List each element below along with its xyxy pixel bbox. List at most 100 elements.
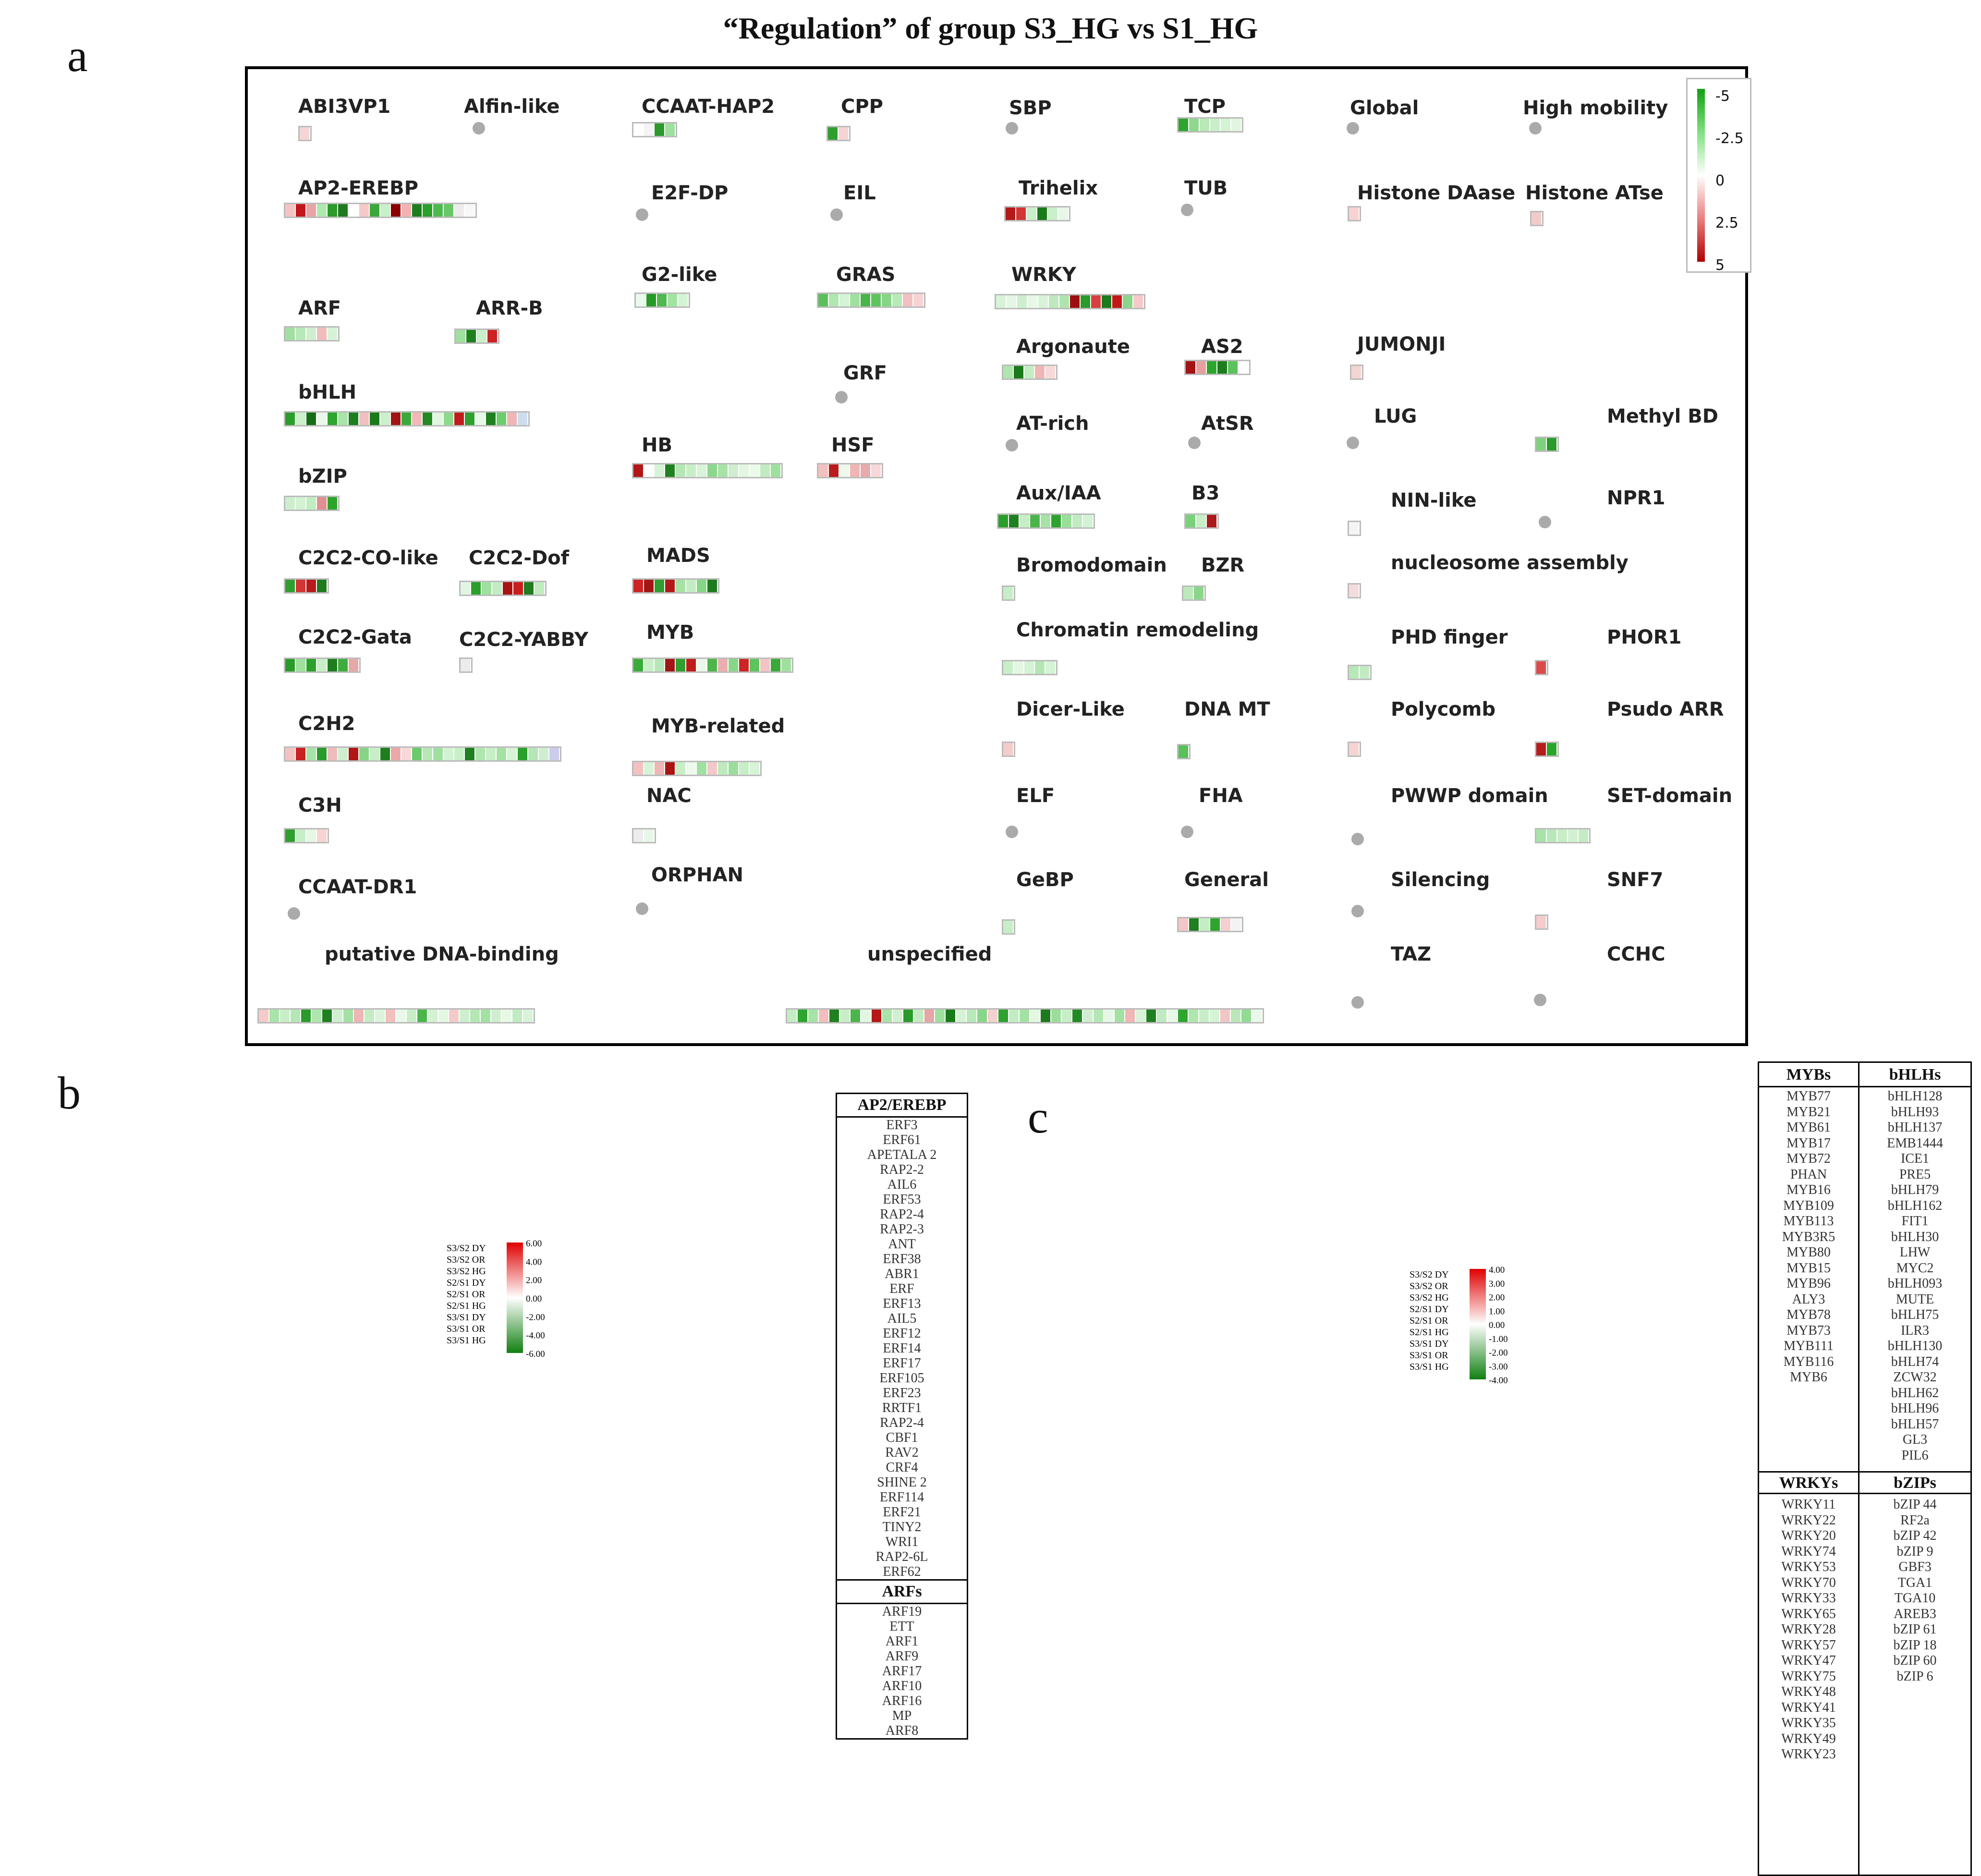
expression-cell: [676, 464, 686, 477]
expression-cell: [300, 127, 310, 140]
family-expression-strip: [1002, 660, 1057, 675]
expression-cell: [1024, 661, 1035, 674]
expression-cell: [296, 204, 306, 217]
list-item: ERF3: [886, 1118, 918, 1133]
expression-cell: [1207, 361, 1217, 374]
list-item: TINY2: [882, 1520, 922, 1535]
family-label: C2C2-Gata: [298, 626, 412, 648]
expression-cell: [296, 748, 306, 760]
empty-family-dot: [1006, 122, 1018, 134]
family-expression-strip: [1004, 206, 1070, 221]
expression-cell: [1020, 515, 1030, 527]
bhlh-column: bHLHs bHLH128 bHLH93 bHLH137 EMB1444 ICE1 PRE…: [1859, 1066, 1970, 1463]
expression-cell: [750, 464, 760, 477]
expression-cell: [739, 659, 750, 671]
list-item: bHLH30: [1891, 1229, 1939, 1244]
expression-cell: [1183, 587, 1194, 599]
expression-cell: [328, 413, 338, 425]
expression-cell: [359, 413, 370, 425]
expression-cell: [967, 1010, 977, 1022]
empty-family-dot: [1347, 122, 1359, 134]
expression-cell: [633, 580, 644, 592]
expression-cell: [924, 1010, 935, 1022]
expression-cell: [1221, 119, 1231, 131]
list-item: WRKY47: [1781, 1653, 1836, 1668]
expression-cell: [655, 123, 665, 136]
expression-cell: [477, 330, 487, 342]
figure-title: “Regulation” of group S3_HG vs S1_HG: [723, 11, 1258, 45]
family-expression-strip: [1177, 917, 1243, 932]
empty-family-dot: [1347, 437, 1359, 449]
list-item: ERF53: [883, 1192, 921, 1207]
expression-cell: [739, 464, 750, 477]
family-expression-strip: [298, 126, 312, 141]
expression-cell: [461, 582, 471, 595]
expression-cell: [686, 580, 697, 592]
legend-row-label: S2/S1 OR: [447, 1289, 486, 1300]
list-item: RAP2-3: [880, 1222, 924, 1237]
family-expression-strip: [1182, 585, 1206, 601]
expression-cell: [633, 762, 644, 775]
list-item: WRKY28: [1781, 1622, 1836, 1637]
expression-cell: [328, 748, 338, 760]
list-item: MYB15: [1787, 1260, 1831, 1276]
expression-cell: [1349, 666, 1360, 679]
expression-cell: [1349, 522, 1360, 535]
myb-title: MYBs: [1786, 1066, 1831, 1084]
list-item: bZIP 44: [1893, 1497, 1937, 1512]
expression-cell: [996, 295, 1007, 308]
list-item: MYB77: [1787, 1089, 1831, 1104]
expression-cell: [707, 464, 718, 477]
expression-cell: [502, 1010, 512, 1022]
expression-cell: [1081, 295, 1091, 308]
expression-cell: [503, 582, 513, 595]
empty-family-dot: [473, 122, 485, 134]
legend-tick: 3.00: [1489, 1279, 1505, 1289]
expression-cell: [1231, 1010, 1241, 1022]
family-expression-strip: [1350, 365, 1363, 380]
legend-tick: 0.00: [1489, 1320, 1505, 1330]
expression-cell: [1014, 366, 1024, 378]
family-label: Global: [1350, 97, 1419, 119]
legend-row-label: S3/S2 HG: [1410, 1292, 1449, 1303]
panel-a-family-map: ABI3VP1 Alfin-like CCAAT-HAP2 CPP SBP TCP Glob…: [245, 66, 1751, 1046]
expression-cell: [913, 294, 924, 306]
family-label: Alfin-like: [464, 96, 560, 118]
expression-cell: [285, 659, 296, 671]
expression-cell: [882, 294, 892, 306]
expression-cell: [729, 762, 739, 775]
expression-cell: [819, 1010, 829, 1022]
legend-tick: -6.00: [526, 1349, 545, 1359]
empty-family-dot: [1181, 204, 1193, 216]
expression-cell: [678, 294, 689, 306]
list-item: MYB17: [1787, 1135, 1831, 1151]
expression-cell: [644, 762, 655, 775]
family-expression-strip: [632, 578, 719, 594]
family-expression-strip: [786, 1008, 1264, 1023]
empty-family-dot: [636, 208, 648, 221]
expression-cell: [306, 413, 317, 425]
expression-cell: [1030, 1010, 1041, 1022]
list-item: MYB72: [1787, 1151, 1831, 1166]
expression-cell: [1531, 212, 1542, 225]
expression-cell: [280, 1010, 291, 1022]
expression-cell: [306, 829, 317, 842]
expression-cell: [686, 659, 697, 671]
expression-cell: [475, 748, 486, 760]
list-item: bHLH74: [1891, 1354, 1939, 1369]
expression-cell: [665, 464, 676, 477]
expression-cell: [707, 659, 718, 671]
empty-family-dot: [1351, 833, 1364, 845]
legend-tick: -2.00: [1489, 1348, 1508, 1358]
expression-cell: [903, 294, 913, 306]
expression-cell: [328, 204, 338, 217]
list-item: RRTF1: [882, 1401, 922, 1415]
expression-cell: [391, 413, 401, 425]
expression-cell: [423, 748, 433, 760]
empty-family-dot: [1006, 439, 1018, 451]
family-expression-strip: [1348, 583, 1361, 598]
list-item: ERF105: [879, 1371, 924, 1386]
expression-cell: [861, 1010, 872, 1022]
list-item: MYC2: [1896, 1260, 1934, 1276]
expression-cell: [903, 1010, 914, 1022]
